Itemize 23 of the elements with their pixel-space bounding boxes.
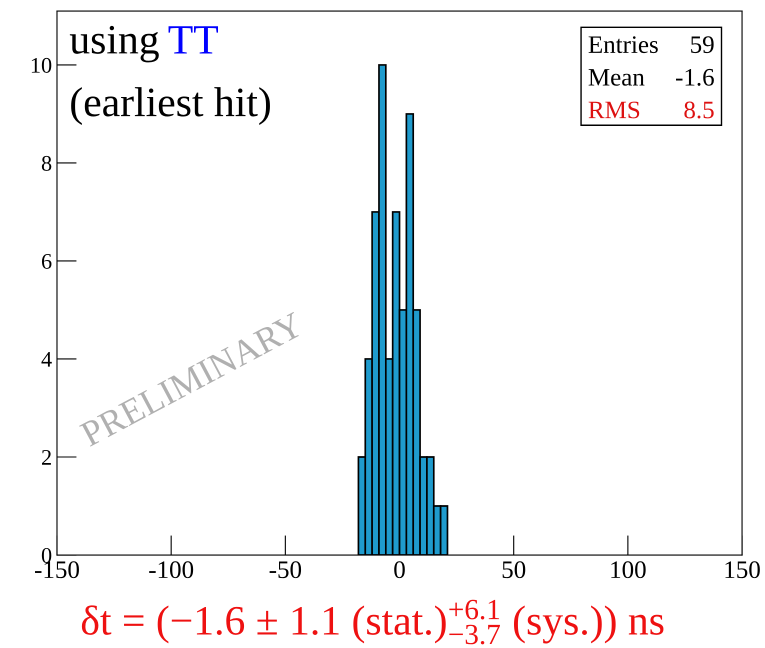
annotation: -1.6 — [676, 68, 714, 86]
annotation: (earliest hit) — [71, 87, 270, 125]
annotation: Mean — [588, 69, 644, 86]
x-tick-label: -150 — [35, 561, 79, 578]
y-tick-label: 0 — [42, 548, 52, 563]
text: δt = (−1.6 ± 1.1 (stat.)$^{+6.1}$$_{−3.7}$ (sys.)) ns — [82, 600, 664, 644]
y-tick-label: 4 — [41, 352, 52, 367]
annotation: RMS — [588, 102, 640, 118]
annotation: using — [70, 26, 159, 62]
y-tick-label: 2 — [42, 450, 51, 465]
x-tick-label: 150 — [726, 561, 760, 578]
x-tick-label: 50 — [502, 561, 526, 578]
annotation: Entries — [588, 36, 658, 54]
annotation: 8.5 — [684, 102, 714, 118]
annotation: 59 — [691, 36, 714, 54]
x-tick-label: 100 — [611, 561, 646, 578]
x-tick-label: -100 — [149, 561, 194, 578]
y-tick-label: 10 — [32, 58, 52, 73]
annotation: TT — [168, 26, 218, 54]
x-tick-label: 0 — [394, 561, 405, 578]
x-tick-label: -50 — [270, 561, 302, 578]
y-tick-label: 8 — [42, 156, 52, 171]
y-tick-label: 6 — [42, 254, 52, 269]
